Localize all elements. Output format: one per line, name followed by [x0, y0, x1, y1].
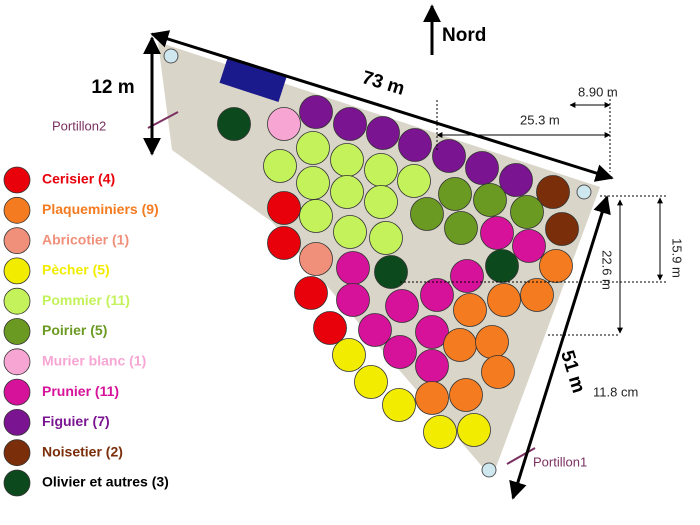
tree: [423, 415, 457, 449]
legend-swatch: [3, 166, 31, 194]
tree: [398, 128, 432, 162]
tree: [364, 153, 398, 187]
dimension-label: 73 m: [359, 67, 407, 100]
tree: [410, 197, 444, 231]
legend-swatch: [3, 348, 31, 376]
legend-swatch: [3, 287, 31, 315]
legend-swatch: [3, 469, 31, 497]
tree: [510, 195, 544, 229]
tree: [449, 378, 483, 412]
tree: [512, 229, 546, 263]
tree: [299, 199, 333, 233]
legend: Cerisier (4) Plaqueminiers (9) Abricotier …: [3, 166, 169, 497]
tree: [358, 313, 392, 347]
legend-label: Prunier (11): [42, 383, 119, 399]
tree: [382, 388, 416, 422]
tree: [333, 215, 367, 249]
legend-label: Plaqueminiers (9): [42, 201, 159, 217]
tree: [294, 276, 328, 310]
tree: [336, 251, 370, 285]
legend-label: Noisetier (2): [42, 443, 123, 459]
tree: [354, 365, 388, 399]
tree: [267, 226, 301, 260]
tree: [296, 131, 330, 165]
tree: [217, 107, 251, 141]
dimension-line: [509, 195, 611, 500]
legend-label: Murier blanc (1): [42, 353, 146, 369]
gate-label: Portillon2: [52, 118, 106, 133]
tree: [366, 116, 400, 150]
corner-marker: [576, 184, 592, 200]
scale-label: 11.8 cm: [593, 384, 638, 399]
corner-marker: [163, 48, 179, 64]
legend-swatch: [3, 378, 31, 406]
tree: [487, 283, 521, 317]
legend-label: Pommier (11): [42, 292, 130, 308]
dimension-label: 22.6 m: [600, 250, 615, 290]
tree: [267, 191, 301, 225]
tree: [539, 249, 573, 283]
tree: [397, 164, 431, 198]
tree: [330, 175, 364, 209]
tree: [443, 328, 477, 362]
tree: [267, 107, 301, 141]
tree: [336, 283, 370, 317]
tree: [520, 278, 554, 312]
tree: [453, 293, 487, 327]
tree: [299, 95, 333, 129]
tree: [438, 177, 472, 211]
tree: [415, 381, 449, 415]
tree: [374, 255, 408, 289]
north-label: Nord: [442, 25, 486, 46]
legend-swatch: [3, 257, 31, 285]
tree: [457, 413, 491, 447]
tree: [473, 183, 507, 217]
tree: [475, 325, 509, 359]
legend-label: Abricotier (1): [42, 231, 129, 247]
tree: [364, 185, 398, 219]
dimension-label: 51 m: [556, 348, 589, 396]
tree: [415, 349, 449, 383]
legend-swatch: [3, 227, 31, 255]
tree: [385, 289, 419, 323]
legend-label: Figuier (7): [42, 413, 110, 429]
legend-label: Pècher (5): [42, 262, 110, 278]
corner-marker: [481, 462, 497, 478]
tree: [369, 221, 403, 255]
tree: [444, 211, 478, 245]
dimension-label: 15.9 m: [670, 238, 685, 278]
tree: [333, 107, 367, 141]
tree: [420, 278, 454, 312]
legend-label: Olivier et autres (3): [42, 474, 169, 490]
dimension-label: 8.90 m: [578, 84, 618, 99]
tree: [415, 315, 449, 349]
legend-swatch: [3, 408, 31, 436]
tree: [296, 166, 330, 200]
legend-label: Poirier (5): [42, 322, 107, 338]
tree: [383, 335, 417, 369]
legend-swatch: [3, 318, 31, 345]
tree: [465, 151, 499, 185]
tree: [481, 355, 515, 389]
dimension-label: 25.3 m: [520, 112, 560, 127]
dimension-line: [150, 30, 614, 182]
gate-label: Portillon1: [533, 454, 587, 469]
tree: [332, 338, 366, 372]
tree: [330, 143, 364, 177]
gate-line: [506, 447, 536, 465]
tree: [313, 311, 347, 345]
tree: [480, 216, 514, 250]
legend-swatch: [3, 196, 31, 224]
tree: [545, 212, 579, 246]
tree: [485, 249, 519, 283]
tree: [299, 242, 333, 276]
legend-label: Cerisier (4): [42, 171, 115, 187]
tree: [263, 149, 297, 183]
legend-swatch: [3, 439, 31, 467]
tree: [450, 259, 484, 293]
dimension-label: 12 m: [91, 77, 134, 98]
